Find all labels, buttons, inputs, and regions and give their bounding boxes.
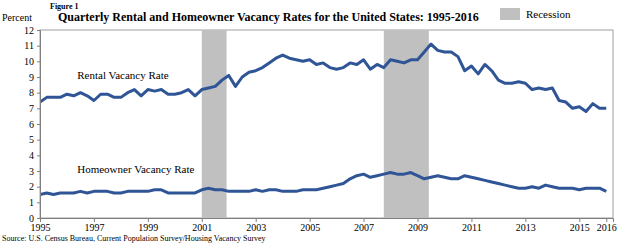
y-tick-mark bbox=[37, 108, 40, 109]
x-tick-label: 1995 bbox=[31, 222, 51, 233]
y-axis: 0123456789101112 bbox=[24, 25, 41, 224]
x-tick: 2001 bbox=[192, 218, 212, 233]
y-tick: 2 bbox=[29, 181, 40, 192]
y-tick-label: 8 bbox=[29, 87, 34, 98]
x-tick-label: 2013 bbox=[516, 222, 536, 233]
x-tick-label: 2001 bbox=[192, 222, 212, 233]
x-tick-label: 2016 bbox=[597, 222, 617, 233]
y-tick-mark bbox=[37, 187, 40, 188]
source-note: Source: U.S. Census Bureau, Current Popu… bbox=[2, 234, 266, 243]
x-tick: 1997 bbox=[84, 218, 104, 233]
legend: Recession bbox=[500, 8, 571, 20]
y-tick-label: 5 bbox=[29, 134, 34, 145]
y-tick-mark bbox=[37, 155, 40, 156]
y-tick: 1 bbox=[29, 197, 40, 208]
series-line bbox=[40, 44, 606, 111]
plot-area bbox=[40, 30, 606, 218]
y-tick: 10 bbox=[24, 56, 40, 67]
y-tick-label: 4 bbox=[29, 150, 34, 161]
x-axis: 1995 1997 1999 2001 2003 2005 2007 2009 2011 2013… bbox=[31, 218, 617, 233]
legend-swatch bbox=[500, 8, 520, 20]
y-tick-label: 9 bbox=[29, 72, 34, 83]
x-tick: 2007 bbox=[354, 218, 374, 233]
series-label: Homeowner Vacancy Rate bbox=[77, 163, 194, 175]
y-tick-mark bbox=[37, 124, 40, 125]
chart: 1995199719992001200320052007200920112013… bbox=[0, 0, 625, 244]
x-tick: 2015 bbox=[570, 218, 590, 233]
y-tick-label: 10 bbox=[24, 56, 34, 67]
y-tick: 11 bbox=[24, 40, 40, 51]
series-line bbox=[40, 173, 606, 195]
x-tick-label: 2011 bbox=[462, 222, 482, 233]
y-tick-label: 3 bbox=[29, 166, 34, 177]
x-tick: 2013 bbox=[516, 218, 536, 233]
chart-title: Quarterly Rental and Homeowner Vacancy R… bbox=[58, 10, 479, 24]
x-tick: 1999 bbox=[138, 218, 158, 233]
y-tick-mark bbox=[37, 202, 40, 203]
x-tick: 2009 bbox=[408, 218, 428, 233]
x-tick-label: 2009 bbox=[408, 222, 428, 233]
y-tick: 12 bbox=[24, 25, 40, 36]
y-tick-mark bbox=[37, 77, 40, 78]
y-tick: 8 bbox=[29, 87, 40, 98]
y-tick: 5 bbox=[29, 134, 40, 145]
y-tick-mark bbox=[37, 171, 40, 172]
legend-label: Recession bbox=[526, 8, 571, 20]
y-tick-label: 0 bbox=[29, 213, 34, 224]
y-tick: 7 bbox=[29, 103, 40, 114]
x-tick-label: 2007 bbox=[354, 222, 374, 233]
y-axis-line bbox=[37, 31, 41, 219]
y-tick-label: 6 bbox=[29, 119, 34, 130]
x-tick: 2005 bbox=[300, 218, 320, 233]
y-tick-mark bbox=[37, 140, 40, 141]
y-tick: 6 bbox=[29, 119, 40, 130]
plot-frame bbox=[40, 30, 613, 218]
x-tick: 2003 bbox=[246, 218, 266, 233]
x-tick-label: 2015 bbox=[570, 222, 590, 233]
y-tick: 3 bbox=[29, 166, 40, 177]
series-label: Rental Vacancy Rate bbox=[77, 69, 169, 81]
y-tick-label: 11 bbox=[24, 40, 34, 51]
y-tick-label: 7 bbox=[29, 103, 34, 114]
y-tick: 4 bbox=[29, 150, 40, 161]
y-tick-mark bbox=[37, 30, 40, 31]
y-tick-label: 2 bbox=[29, 181, 34, 192]
y-tick-label: 1 bbox=[29, 197, 34, 208]
x-tick-label: 1999 bbox=[138, 222, 158, 233]
x-tick: 2011 bbox=[462, 218, 482, 233]
y-axis-title: Percent bbox=[2, 12, 32, 23]
x-tick-label: 1997 bbox=[84, 222, 104, 233]
y-tick-mark bbox=[37, 46, 40, 47]
recession-band bbox=[384, 30, 429, 218]
x-tick: 2016 bbox=[597, 218, 617, 233]
y-tick-label: 12 bbox=[24, 25, 34, 36]
y-tick-mark bbox=[37, 218, 40, 219]
x-tick-label: 2005 bbox=[300, 222, 320, 233]
x-tick-label: 2003 bbox=[246, 222, 266, 233]
y-tick: 0 bbox=[29, 213, 40, 224]
y-tick: 9 bbox=[29, 72, 40, 83]
y-tick-mark bbox=[37, 93, 40, 94]
y-tick-mark bbox=[37, 61, 40, 62]
